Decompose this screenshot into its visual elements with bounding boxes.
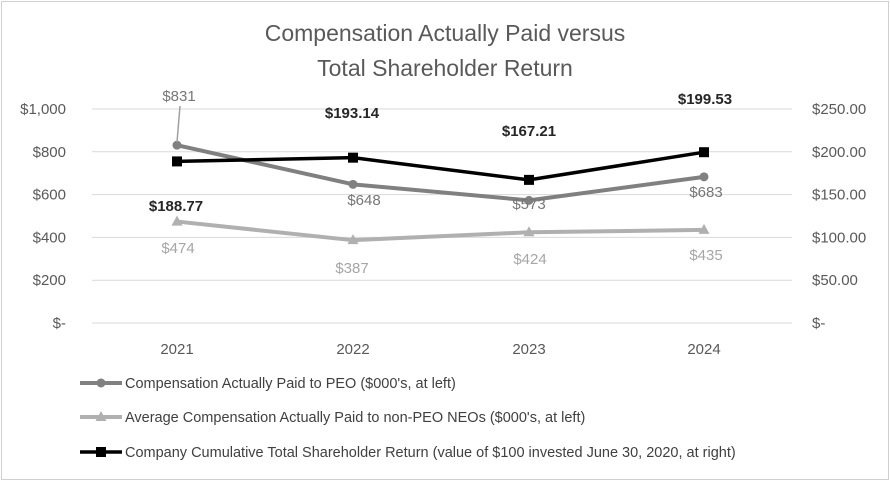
data-point-peo bbox=[524, 195, 534, 205]
data-point-peo bbox=[699, 172, 709, 182]
legend-marker-tsr bbox=[96, 447, 106, 457]
y-right-tick-label: $250.00 bbox=[812, 101, 866, 118]
chart-title: Compensation Actually Paid versus Total … bbox=[265, 20, 626, 81]
y-right-tick-label: $150.00 bbox=[812, 187, 866, 204]
y-axis-left: $- $200 $400 $600 $800 $1,000 bbox=[20, 101, 66, 332]
x-tick-label: 2021 bbox=[160, 341, 193, 358]
data-label-peo: $831 bbox=[162, 88, 195, 105]
data-point-neo bbox=[347, 234, 359, 245]
chart-title-line-2: Total Shareholder Return bbox=[317, 55, 573, 81]
data-label-neo: $424 bbox=[513, 251, 546, 268]
data-label-neo: $387 bbox=[335, 260, 368, 277]
data-labels: $831 $648 $573 $683 $474 $387 $424 $435 $188.77 $… bbox=[149, 88, 732, 277]
data-label-tsr: $188.77 bbox=[149, 198, 203, 215]
y-right-tick-label: $50.00 bbox=[812, 272, 858, 289]
data-label-tsr: $167.21 bbox=[502, 123, 556, 140]
legend-item-neo: Average Compensation Actually Paid to no… bbox=[80, 410, 585, 426]
y-left-tick-label: $800 bbox=[33, 144, 66, 161]
legend-item-peo: Compensation Actually Paid to PEO ($000'… bbox=[80, 376, 456, 392]
series-layer bbox=[171, 140, 710, 245]
data-point-peo bbox=[348, 179, 358, 189]
data-point-neo bbox=[171, 215, 183, 226]
data-label-neo: $435 bbox=[689, 247, 722, 264]
legend-label-tsr: Company Cumulative Total Shareholder Ret… bbox=[125, 445, 736, 461]
gridlines bbox=[92, 108, 792, 324]
y-left-tick-label: $200 bbox=[33, 272, 66, 289]
data-label-neo: $474 bbox=[161, 240, 194, 257]
y-left-tick-label: $- bbox=[53, 315, 66, 332]
data-point-peo bbox=[172, 140, 182, 150]
data-label-tsr: $193.14 bbox=[325, 105, 380, 122]
data-label-tsr: $199.53 bbox=[678, 91, 732, 108]
y-right-tick-label: $- bbox=[812, 315, 825, 332]
series-tsr bbox=[172, 147, 709, 185]
series-line-peo bbox=[176, 143, 705, 203]
data-point-tsr bbox=[524, 174, 534, 185]
data-point-tsr bbox=[699, 147, 709, 158]
data-label-peo: $648 bbox=[347, 192, 380, 209]
data-point-tsr bbox=[348, 152, 358, 163]
y-left-tick-label: $1,000 bbox=[20, 101, 66, 118]
legend-label-peo: Compensation Actually Paid to PEO ($000'… bbox=[125, 376, 456, 392]
legend: Compensation Actually Paid to PEO ($000'… bbox=[80, 376, 736, 461]
legend-item-tsr: Company Cumulative Total Shareholder Ret… bbox=[80, 445, 736, 461]
data-label-peo: $573 bbox=[512, 196, 545, 213]
x-tick-label: 2024 bbox=[687, 341, 720, 358]
legend-label-neo: Average Compensation Actually Paid to no… bbox=[125, 410, 585, 426]
leader-line bbox=[176, 105, 181, 143]
data-point-tsr bbox=[172, 156, 182, 167]
x-tick-label: 2023 bbox=[512, 341, 545, 358]
data-point-neo bbox=[698, 223, 710, 234]
series-peo bbox=[172, 140, 709, 205]
legend-marker-neo bbox=[95, 411, 107, 421]
x-tick-label: 2022 bbox=[336, 341, 369, 358]
series-neo bbox=[171, 215, 710, 245]
data-label-peo: $683 bbox=[689, 184, 722, 201]
series-line-neo bbox=[176, 219, 705, 243]
y-left-tick-label: $400 bbox=[33, 229, 66, 246]
y-right-tick-label: $200.00 bbox=[812, 144, 866, 161]
y-axis-right: $- $50.00 $100.00 $150.00 $200.00 $250.00 bbox=[812, 101, 866, 332]
data-point-neo bbox=[523, 226, 535, 237]
x-axis: 2021 2022 2023 2024 bbox=[160, 341, 720, 358]
legend-marker-peo bbox=[96, 378, 106, 388]
series-line-tsr bbox=[176, 150, 705, 182]
y-right-tick-label: $100.00 bbox=[812, 229, 866, 246]
y-left-tick-label: $600 bbox=[33, 187, 66, 204]
chart-title-line-1: Compensation Actually Paid versus bbox=[265, 20, 626, 46]
